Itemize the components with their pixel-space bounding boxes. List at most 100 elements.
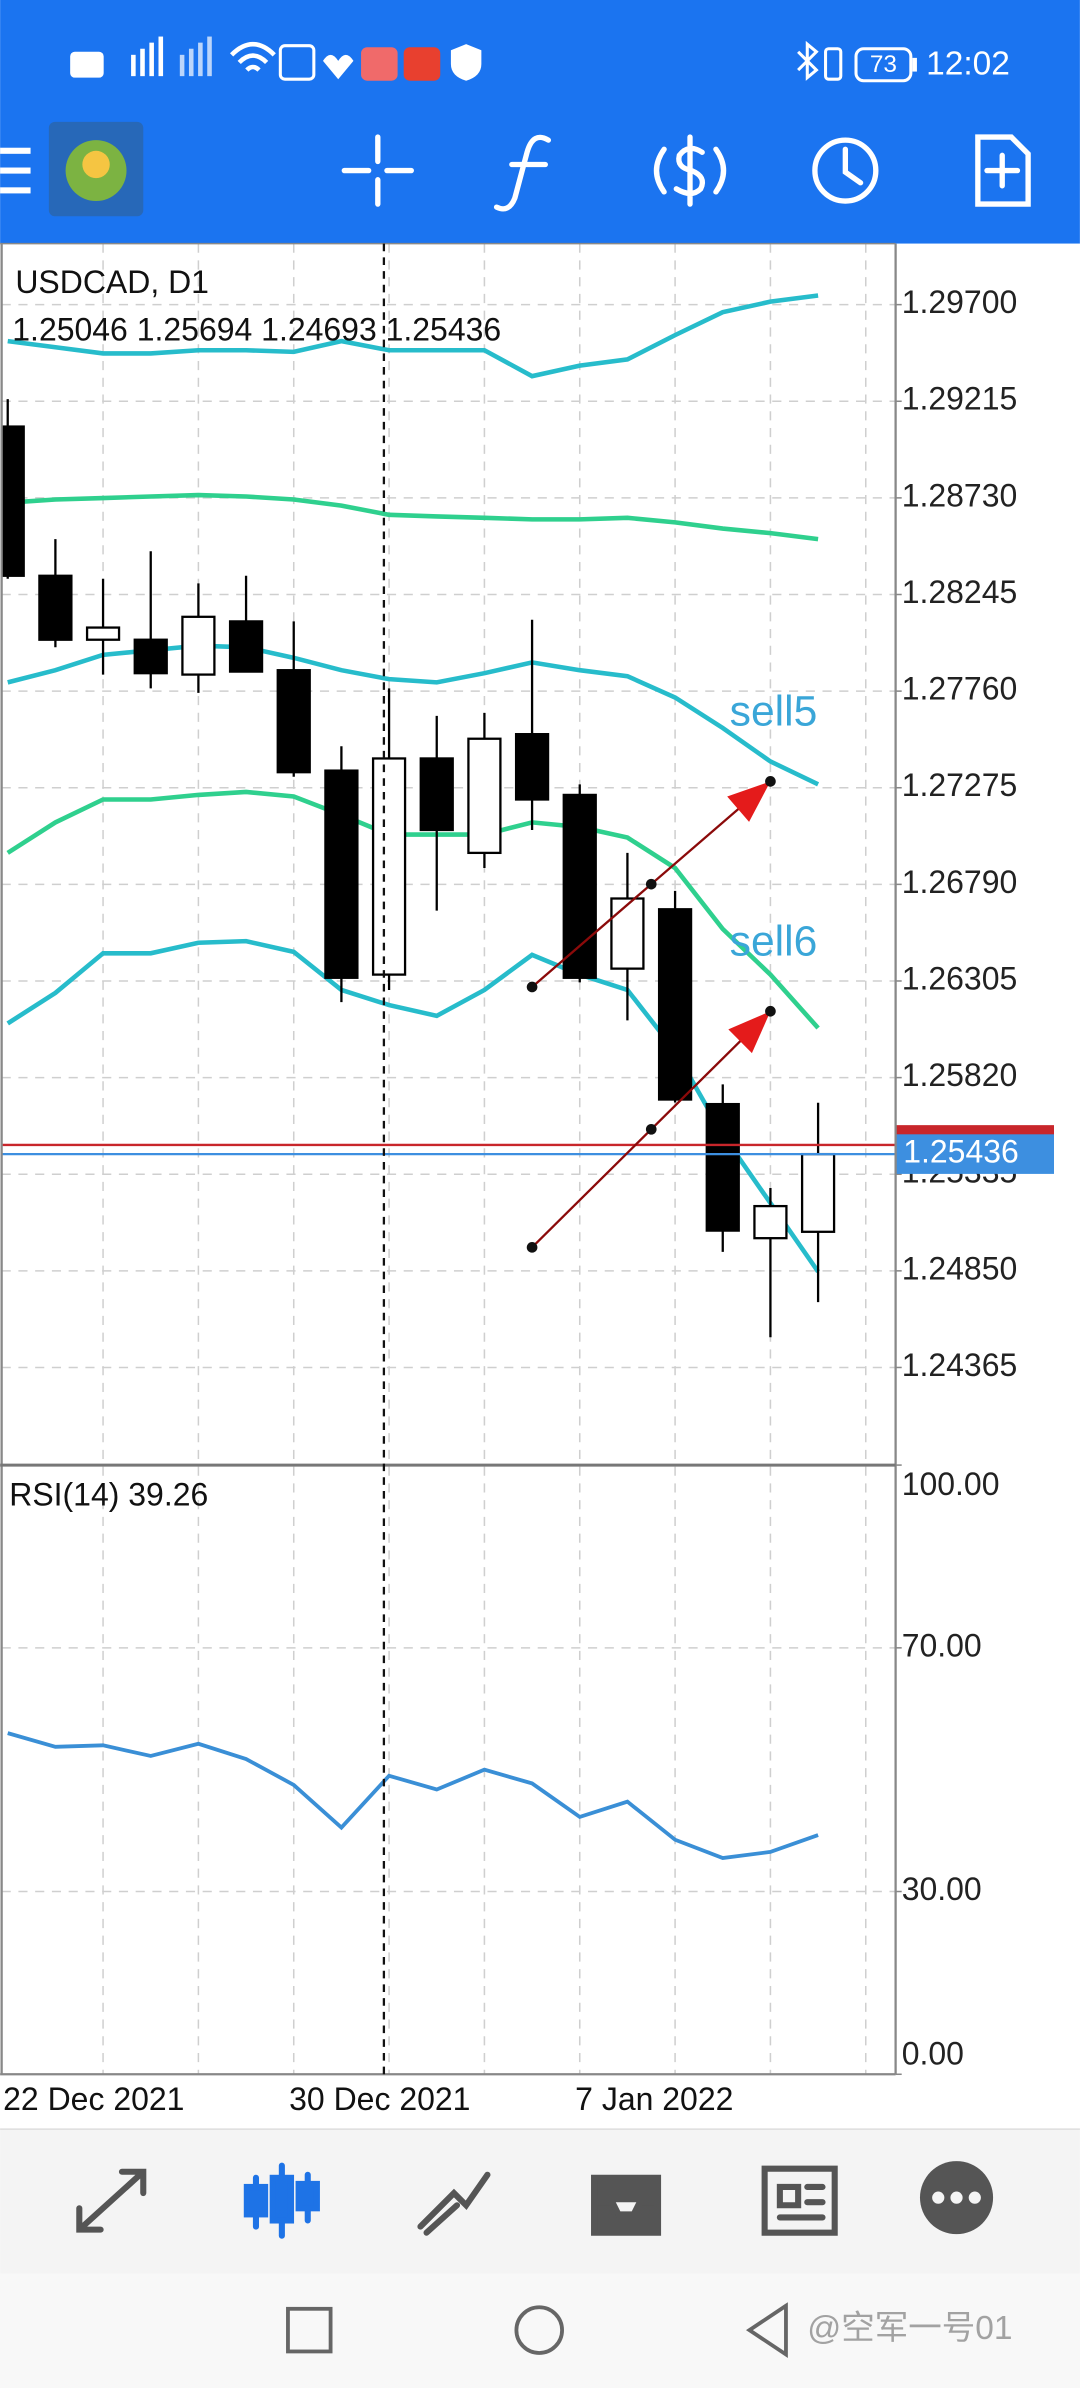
y-tick-label: 1.29700 xyxy=(902,284,1018,320)
back-button[interactable] xyxy=(745,2302,788,2359)
candle-body xyxy=(85,626,121,641)
signal-icon xyxy=(158,36,164,77)
quotes-tab[interactable] xyxy=(76,2168,147,2233)
chart-tab-candle xyxy=(295,2180,320,2212)
recents-button[interactable] xyxy=(286,2306,333,2354)
app-icon xyxy=(361,47,398,81)
arrow-point xyxy=(765,776,776,787)
annotation-label: sell6 xyxy=(730,918,818,966)
trade-tab[interactable] xyxy=(417,2171,491,2236)
menu-bar xyxy=(0,187,31,194)
y-tick-label: 1.28245 xyxy=(902,574,1018,610)
y-tick-label: 1.29215 xyxy=(902,381,1018,417)
symbol-title: USDCAD, D1 xyxy=(15,264,209,300)
x-tick-label: 22 Dec 2021 xyxy=(3,2081,184,2117)
band-line xyxy=(7,492,819,542)
rsi-title: RSI(14) 39.26 xyxy=(9,1477,208,1513)
x-tick-label: 7 Jan 2022 xyxy=(575,2081,733,2117)
battery-tip xyxy=(912,57,917,72)
history-button[interactable] xyxy=(812,137,879,204)
candle-body xyxy=(800,1152,836,1233)
x-tick-label: 30 Dec 2021 xyxy=(289,2081,470,2117)
annotation-label: sell5 xyxy=(730,688,818,736)
signal-icon xyxy=(188,48,194,77)
y-tick-label: 1.27760 xyxy=(902,671,1018,707)
candle-body xyxy=(324,769,359,979)
candle-body xyxy=(133,638,168,675)
y-tick-label: 1.26305 xyxy=(902,960,1018,996)
y-tick-label: 1.25820 xyxy=(902,1057,1018,1093)
candle-body xyxy=(181,615,216,676)
battery-level: 73 xyxy=(870,51,897,78)
y-tick-label: 1.28730 xyxy=(902,477,1018,513)
wifi-icon xyxy=(229,41,276,72)
bottom-nav xyxy=(0,2129,1080,2274)
signal-icon xyxy=(207,36,212,77)
home-button[interactable] xyxy=(514,2305,564,2355)
signal-icon xyxy=(198,42,203,77)
indicators-button[interactable] xyxy=(493,134,552,212)
bid-price-box xyxy=(895,1134,1054,1174)
clock: 12:02 xyxy=(926,45,1010,82)
shield-icon xyxy=(450,44,482,81)
chat-dot xyxy=(932,2191,945,2204)
chart-tab[interactable] xyxy=(243,2162,320,2239)
crosshair-button[interactable] xyxy=(341,134,414,207)
chart-bg xyxy=(0,243,1080,2130)
candle-body xyxy=(514,733,550,801)
hd-icon xyxy=(70,51,104,78)
candle-body xyxy=(657,908,693,1101)
chart-tab-candle xyxy=(269,2174,295,2224)
arrow-point xyxy=(645,878,657,890)
signal-icon xyxy=(149,42,154,77)
logo-center xyxy=(82,150,110,179)
rsi-line xyxy=(7,1731,819,1860)
candle-body xyxy=(705,1102,740,1232)
candle-body xyxy=(276,669,311,774)
candle-body xyxy=(371,757,407,976)
y-tick-label: 100.00 xyxy=(902,1466,1000,1502)
arrow-point xyxy=(765,1005,776,1017)
news-tab[interactable] xyxy=(761,2165,838,2236)
signal-icon xyxy=(131,54,136,77)
app-icon xyxy=(403,47,441,81)
chart-tab-candle xyxy=(243,2183,269,2218)
candle-body xyxy=(467,737,502,855)
y-tick-label: 70.00 xyxy=(902,1627,982,1663)
signal-icon xyxy=(179,54,185,77)
y-tick-label: 1.24850 xyxy=(902,1250,1018,1286)
candle-body xyxy=(228,620,264,673)
candle-body xyxy=(419,757,454,832)
candle-body xyxy=(38,574,73,641)
bid-price-label: 1.25436 xyxy=(903,1134,1019,1170)
app-icon xyxy=(278,44,316,81)
watermark: @空军一号01 xyxy=(807,2310,1012,2347)
menu-button[interactable] xyxy=(0,147,31,194)
candle-body xyxy=(753,1204,788,1240)
menu-bar xyxy=(0,167,31,174)
chat-dot xyxy=(968,2191,981,2204)
arrow-point xyxy=(526,981,538,993)
new-order-button[interactable] xyxy=(975,134,1031,207)
status-icons xyxy=(70,36,917,83)
y-tick-label: 1.26790 xyxy=(902,864,1018,900)
app-logo[interactable] xyxy=(48,121,144,217)
arrow-point xyxy=(645,1123,657,1135)
app-bar xyxy=(0,0,1080,244)
heart-icon xyxy=(322,54,354,80)
battery-icon xyxy=(854,47,913,83)
history-tab[interactable] xyxy=(591,2174,662,2236)
candle-body xyxy=(610,897,645,970)
y-tick-label: 1.27275 xyxy=(902,767,1018,803)
chat-dot xyxy=(950,2191,963,2204)
y-tick-label: 0.00 xyxy=(902,2035,964,2071)
ohlc-values: 1.25046 1.25694 1.24693 1.25436 xyxy=(12,311,501,347)
bluetooth-icon xyxy=(797,40,819,81)
band-line xyxy=(7,293,819,379)
y-tick-label: 30.00 xyxy=(902,1871,982,1907)
trade-button[interactable] xyxy=(653,134,727,207)
candle-body xyxy=(562,793,597,979)
clock-hands xyxy=(842,146,864,186)
